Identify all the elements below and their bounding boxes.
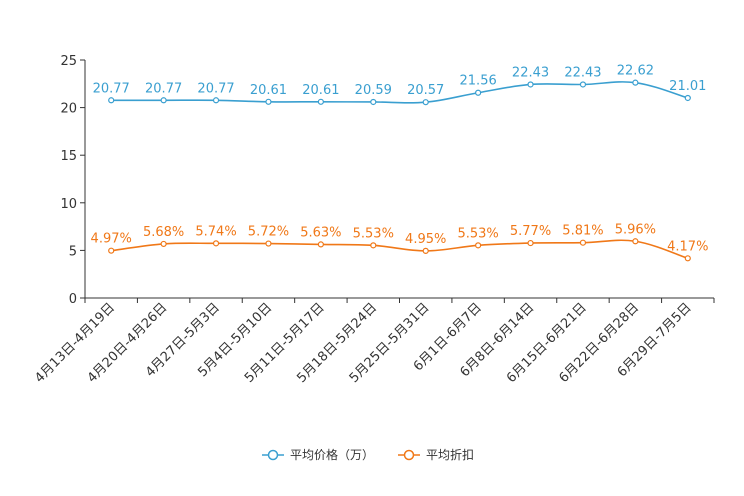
y-tick-label: 20 bbox=[60, 102, 77, 117]
series-1-data-label: 4.95% bbox=[405, 232, 446, 247]
series-0-point bbox=[212, 97, 220, 104]
series-1-data-label: 5.68% bbox=[143, 225, 184, 240]
legend-1-label: 平均折扣 bbox=[426, 447, 474, 462]
series-1-point bbox=[108, 247, 115, 254]
series-1-point bbox=[527, 239, 534, 247]
series-0-line bbox=[111, 81, 689, 104]
series-1-data-label: 5.77% bbox=[510, 224, 551, 239]
series-1-data-label: 5.63% bbox=[300, 225, 341, 240]
series-0-point bbox=[422, 99, 429, 106]
series-0-point bbox=[527, 81, 534, 88]
series-0-data-label: 20.77 bbox=[93, 81, 130, 96]
series-0-point bbox=[317, 98, 324, 105]
series-1-point bbox=[422, 247, 429, 254]
series-0-point bbox=[160, 97, 167, 104]
series-0-point bbox=[475, 89, 482, 96]
series-1-data-label: 5.53% bbox=[457, 226, 498, 241]
legend-0-marker bbox=[267, 449, 279, 461]
series-1-data-label: 5.53% bbox=[353, 226, 394, 241]
series-0-data-label: 22.62 bbox=[617, 64, 654, 79]
series-1-point bbox=[579, 239, 587, 246]
y-tick-label: 25 bbox=[60, 54, 77, 69]
y-tick-label: 15 bbox=[60, 149, 77, 164]
series-1-data-label: 5.74% bbox=[195, 224, 236, 239]
series-0-data-label: 20.61 bbox=[250, 83, 287, 98]
series-1-point bbox=[317, 241, 324, 248]
legend-0-label: 平均价格（万） bbox=[290, 447, 374, 462]
series-1-data-label: 4.97% bbox=[91, 232, 132, 247]
series-0-data-label: 20.59 bbox=[355, 83, 392, 98]
series-0-point bbox=[370, 98, 377, 106]
series-0-point bbox=[579, 81, 587, 88]
series-1-data-label: 5.96% bbox=[615, 222, 656, 237]
series-0-data-label: 20.77 bbox=[197, 81, 234, 96]
series-0-data-label: 21.56 bbox=[460, 74, 497, 89]
series-0-data-label: 20.57 bbox=[407, 83, 444, 98]
series-0-point bbox=[265, 98, 272, 105]
series-1-data-label: 5.72% bbox=[248, 225, 289, 240]
series-0-data-label: 20.61 bbox=[302, 83, 339, 98]
series-1-line bbox=[111, 239, 689, 260]
series-0-data-label: 22.43 bbox=[564, 65, 601, 80]
series-1-point bbox=[160, 240, 167, 248]
series-1-point bbox=[265, 240, 272, 247]
series-0-data-label: 21.01 bbox=[669, 79, 706, 94]
y-tick-label: 0 bbox=[69, 292, 77, 307]
y-tick-label: 10 bbox=[60, 197, 77, 212]
series-0-point bbox=[632, 79, 639, 86]
series-1-data-label: 4.17% bbox=[667, 239, 708, 254]
y-tick-label: 5 bbox=[69, 244, 77, 259]
series-0-point bbox=[108, 97, 115, 104]
series-1-point bbox=[632, 238, 639, 245]
series-1-point bbox=[684, 255, 691, 262]
series-1-data-label: 5.81% bbox=[562, 224, 603, 239]
series-1-point bbox=[370, 242, 377, 249]
series-0-data-label: 20.77 bbox=[145, 81, 182, 96]
series-0-point bbox=[684, 94, 691, 102]
series-1-point bbox=[475, 242, 482, 249]
series-0-data-label: 22.43 bbox=[512, 65, 549, 80]
legend-1-marker bbox=[403, 449, 415, 461]
series-1-point bbox=[212, 240, 220, 247]
